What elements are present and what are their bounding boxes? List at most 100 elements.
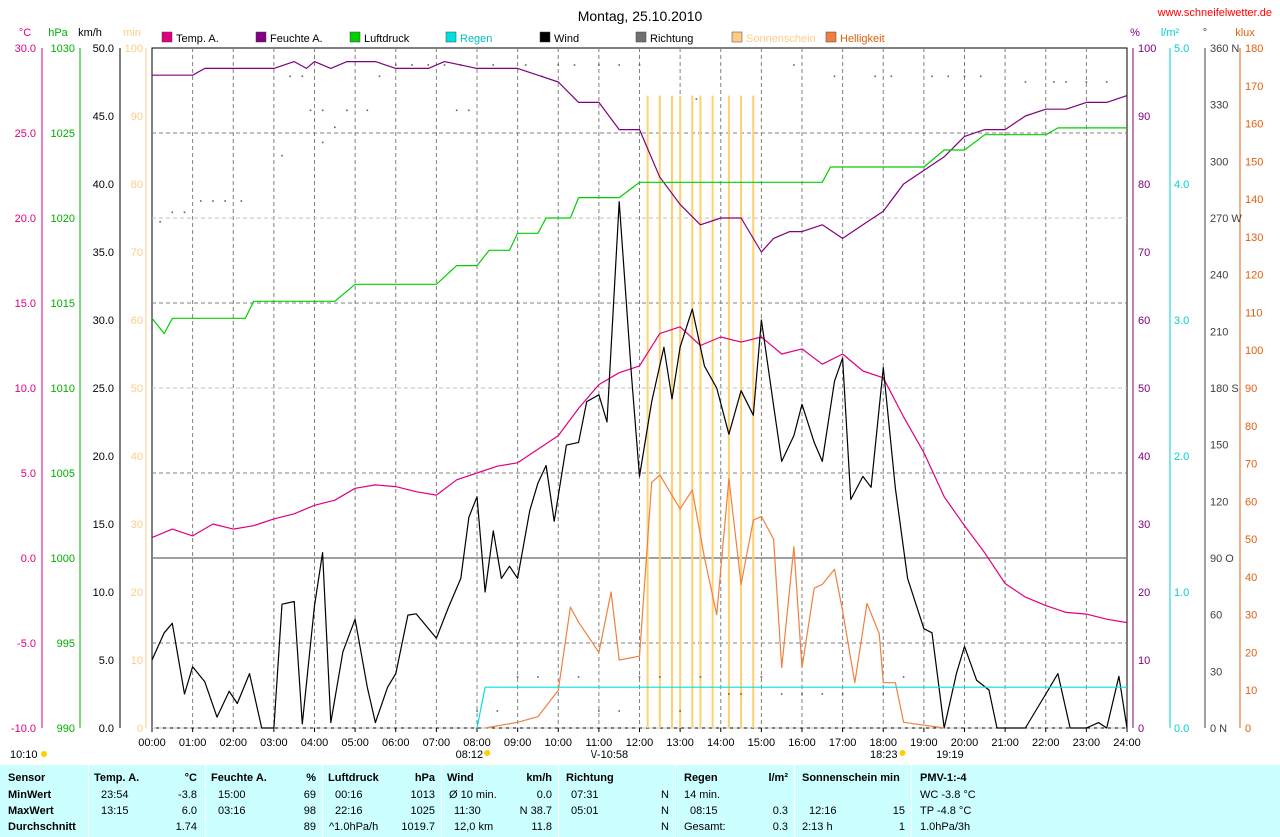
direction-tick-label: 150 bbox=[1210, 440, 1228, 452]
direction-tick-label: 330 bbox=[1210, 100, 1228, 112]
x-tick-label: 21:00 bbox=[991, 737, 1019, 749]
direction-dot bbox=[496, 710, 499, 712]
stats-sunshine-max: 15 bbox=[892, 805, 905, 817]
stats-humidity-max-time: 03:16 bbox=[218, 805, 246, 817]
x-tick-label: 19:00 bbox=[910, 737, 938, 749]
brightness-tick-label: 170 bbox=[1245, 81, 1263, 93]
wind-tick-label: 0.0 bbox=[99, 723, 114, 735]
humidity-tick-label: 60 bbox=[1138, 315, 1150, 327]
temp-tick-label: 10.0 bbox=[15, 383, 36, 395]
direction-tick-label: 240 bbox=[1210, 270, 1228, 282]
direction-dot bbox=[979, 75, 982, 78]
direction-dot bbox=[882, 693, 885, 695]
direction-tick-label: 300 bbox=[1210, 156, 1228, 168]
direction-dot bbox=[240, 200, 243, 202]
brightness-tick-label: 180 bbox=[1245, 43, 1263, 55]
marker-sunset: 18:23 bbox=[870, 749, 898, 761]
brightness-tick-label: 90 bbox=[1245, 383, 1257, 395]
stats-rain-title: Regen bbox=[684, 772, 718, 784]
humidity-tick-label: 10 bbox=[1138, 655, 1150, 667]
stats-wind-max: N 38.7 bbox=[519, 805, 552, 817]
legend-label: Richtung bbox=[650, 33, 693, 45]
x-tick-label: 08:00 bbox=[463, 737, 491, 749]
direction-dot bbox=[618, 710, 620, 712]
direction-dot bbox=[1105, 81, 1108, 83]
rain-tick-label: 5.0 bbox=[1174, 43, 1189, 55]
brightness-tick-label: 70 bbox=[1245, 459, 1257, 471]
stats-rain-col: Regen l/m² 14 min. 08:15 0.3 Gesamt: 0.3 bbox=[676, 765, 795, 837]
direction-dot bbox=[833, 75, 836, 78]
stats-pmv-dewpoint: TP -4.8 °C bbox=[920, 805, 972, 817]
wind-tick-label: 15.0 bbox=[93, 519, 114, 531]
direction-dot bbox=[281, 154, 283, 157]
direction-dot bbox=[963, 75, 966, 78]
direction-dot bbox=[659, 676, 661, 678]
direction-dot bbox=[159, 220, 161, 223]
direction-dot bbox=[874, 75, 876, 78]
sunshine-tick-label: 0 bbox=[137, 723, 143, 735]
marker-sunset-icon bbox=[899, 750, 906, 756]
stats-pmv-col: PMV-1:-4 WC -3.8 °C TP -4.8 °C 1.0hPa/3h bbox=[912, 765, 1280, 837]
stats-wind-avg: 11.8 bbox=[531, 821, 552, 833]
legend-swatch bbox=[731, 31, 743, 43]
series-line-luftdruck bbox=[151, 127, 1127, 335]
brightness-tick-label: 140 bbox=[1245, 194, 1263, 206]
stats-pmv-windchill: WC -3.8 °C bbox=[920, 789, 976, 801]
direction-dot bbox=[1024, 81, 1027, 83]
humidity-tick-label: 30 bbox=[1138, 519, 1150, 531]
temp-tick-label: -10.0 bbox=[11, 723, 36, 735]
direction-tick-label: 90 O bbox=[1210, 553, 1234, 565]
direction-tick-label: 210 bbox=[1210, 326, 1228, 338]
direction-dot bbox=[301, 75, 304, 78]
direction-tick-label: 360 N bbox=[1210, 43, 1239, 55]
direction-dot bbox=[321, 141, 324, 144]
series-line-helligkeit bbox=[484, 474, 945, 729]
direction-dot bbox=[760, 676, 763, 678]
direction-dot bbox=[346, 109, 348, 112]
stats-sunshine-col: Sonnenschein min 12:16 15 2:13 h 1 bbox=[795, 765, 912, 837]
direction-dot bbox=[1085, 81, 1088, 83]
x-tick-label: 12:00 bbox=[626, 737, 654, 749]
wind-tick-label: 5.0 bbox=[99, 655, 114, 667]
stats-direction-max: N bbox=[661, 805, 669, 817]
direction-dot bbox=[199, 200, 202, 202]
stats-temp-title: Temp. A. bbox=[94, 772, 140, 784]
wind-tick-label: 50.0 bbox=[93, 43, 114, 55]
humidity-tick-label: 0 bbox=[1138, 723, 1144, 735]
stats-row-max: MaxWert bbox=[8, 805, 54, 817]
temp-tick-label: 5.0 bbox=[21, 468, 36, 480]
stats-direction-title: Richtung bbox=[566, 772, 614, 784]
sunshine-tick-label: 30 bbox=[131, 519, 143, 531]
direction-dot bbox=[224, 200, 226, 202]
wind-tick-label: 30.0 bbox=[93, 315, 114, 327]
rain-tick-label: 0.0 bbox=[1174, 723, 1189, 735]
stats-pressure-unit: hPa bbox=[414, 772, 435, 784]
x-tick-label: 06:00 bbox=[382, 737, 410, 749]
pressure-tick-label: 1030 bbox=[51, 43, 75, 55]
legend-swatch bbox=[445, 31, 457, 43]
direction-tick-label: 30 bbox=[1210, 666, 1222, 678]
direction-dot bbox=[557, 64, 560, 66]
stats-rain-total: 0.3 bbox=[772, 821, 788, 833]
marker-sunrise: 08:12 bbox=[456, 749, 484, 761]
wind-tick-label: 25.0 bbox=[93, 383, 114, 395]
brightness-tick-label: 50 bbox=[1245, 534, 1257, 546]
x-tick-label: 04:00 bbox=[301, 737, 329, 749]
stats-rain-duration: 14 min. bbox=[684, 789, 721, 801]
temp-tick-label: 30.0 bbox=[15, 43, 36, 55]
stats-pressure-title: Luftdruck bbox=[328, 772, 379, 784]
stats-sunshine-title: Sonnenschein min bbox=[802, 772, 900, 784]
pressure-tick-label: 1025 bbox=[51, 128, 75, 140]
direction-dot bbox=[394, 64, 397, 66]
direction-dot bbox=[598, 710, 600, 712]
legend-label: Luftdruck bbox=[364, 33, 410, 45]
stats-temp-col: Temp. A. °C 23:54 -3.8 13:15 6.0 1.74 bbox=[89, 765, 206, 837]
sunshine-unit-label: min bbox=[123, 27, 141, 39]
stats-temp-max: 6.0 bbox=[181, 805, 197, 817]
pressure-tick-label: 990 bbox=[57, 723, 75, 735]
stats-sunshine-total: 2:13 h bbox=[802, 821, 833, 833]
brightness-tick-label: 130 bbox=[1245, 232, 1263, 244]
legend-swatch bbox=[539, 31, 551, 43]
wind-tick-label: 35.0 bbox=[93, 247, 114, 259]
direction-dot bbox=[183, 211, 186, 214]
